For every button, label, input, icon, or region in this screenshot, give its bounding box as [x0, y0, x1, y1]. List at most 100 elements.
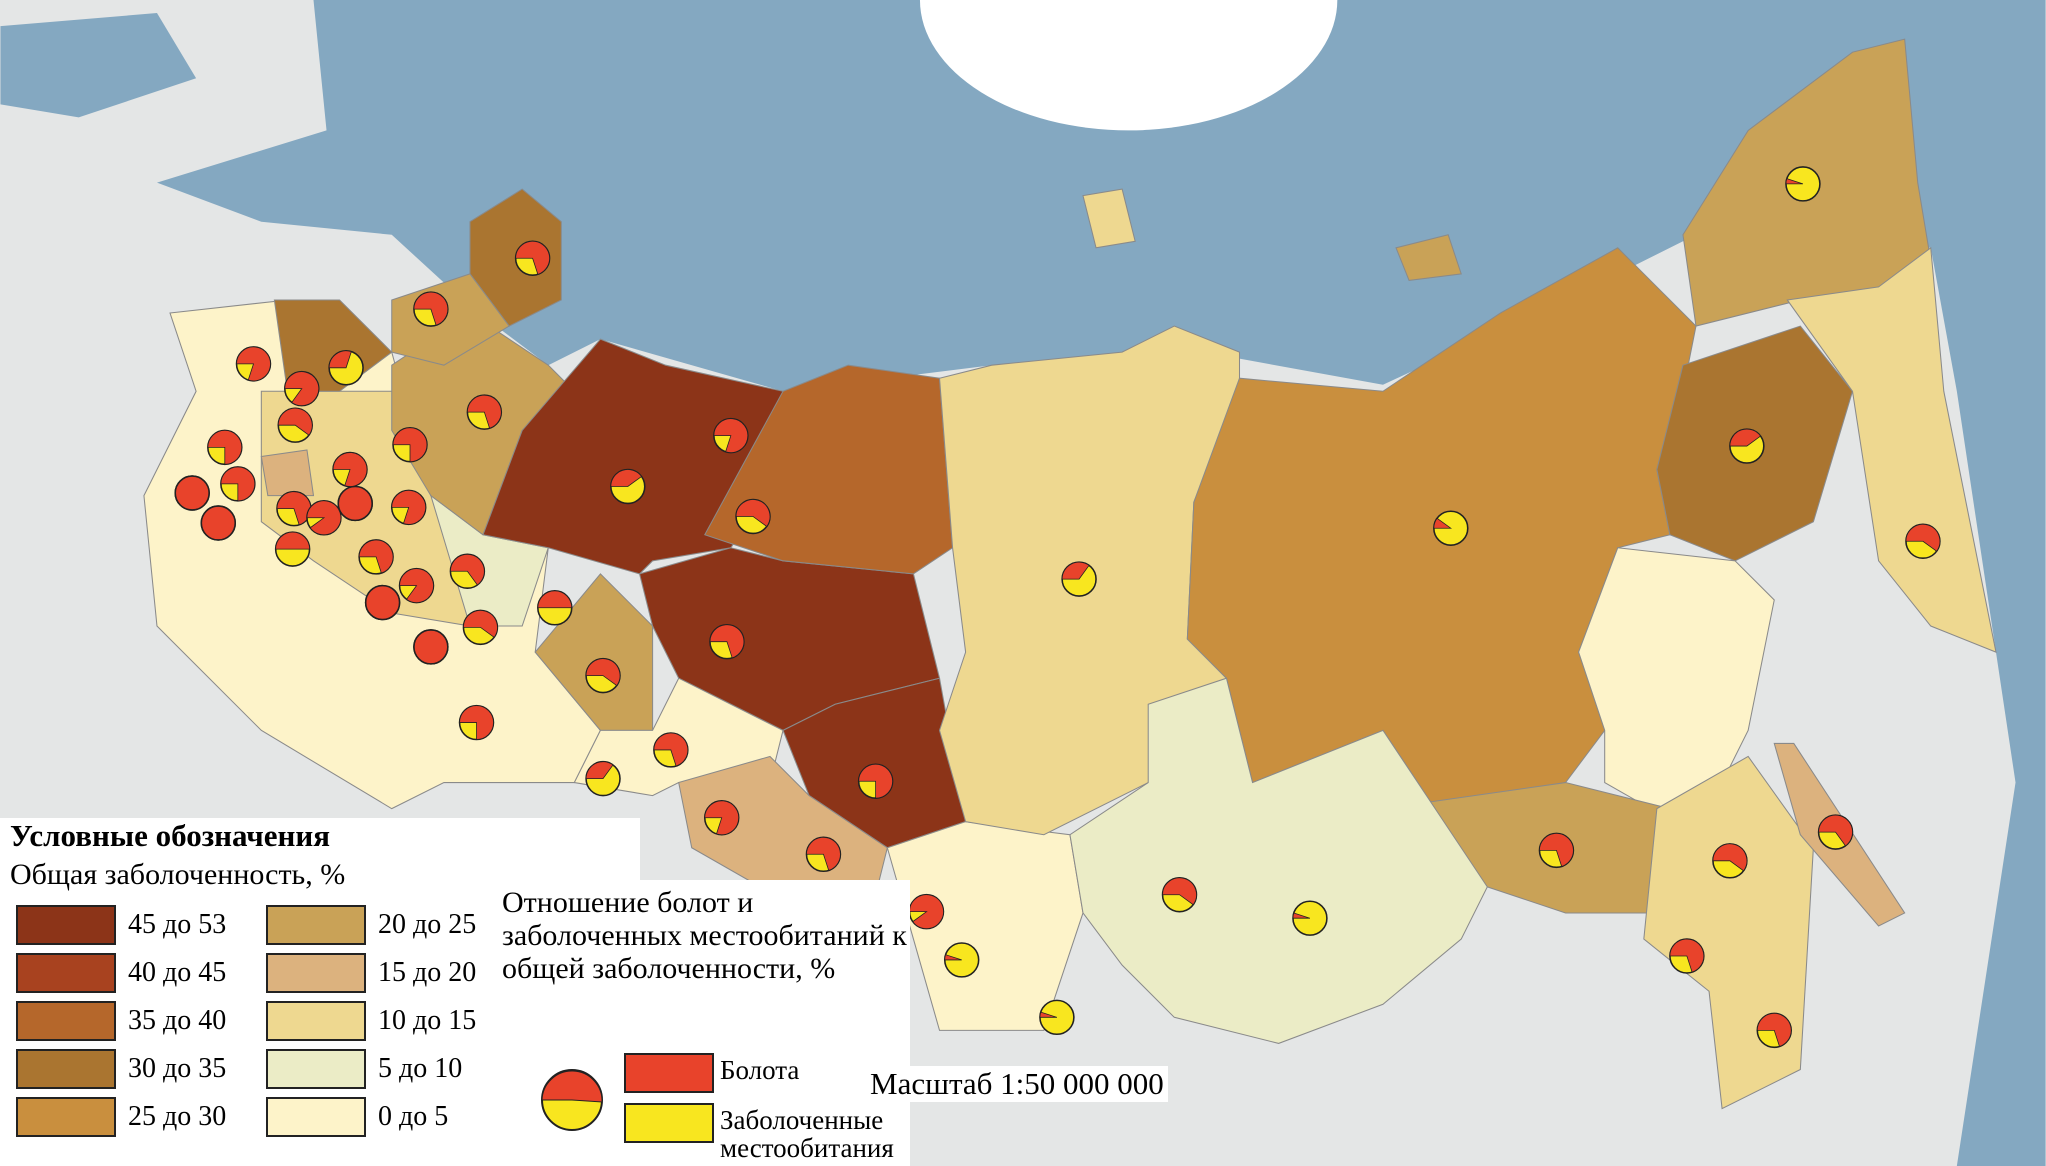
pie-bog	[207, 430, 243, 465]
pie-bog	[515, 240, 550, 275]
pie-bog	[1905, 523, 1941, 552]
pie-legend-symbol	[541, 1069, 603, 1131]
pie-bog	[735, 499, 771, 527]
pie-bog	[236, 346, 271, 382]
pie-bog	[413, 629, 449, 665]
legend-label: 45 до 53	[128, 909, 227, 940]
region	[1082, 188, 1136, 249]
pie-bog	[1756, 1013, 1792, 1047]
legend-label: 40 до 45	[128, 957, 227, 988]
pie-bog	[1039, 1011, 1058, 1018]
legend-label: 30 до 35	[128, 1053, 227, 1084]
pie-bog	[337, 485, 373, 522]
legend-class: 0 до 5	[266, 1097, 448, 1137]
pie-bog	[709, 624, 745, 659]
pie-bog	[806, 836, 841, 871]
legend-label: 25 до 30	[128, 1101, 227, 1132]
pie-bog	[358, 539, 394, 574]
pie-bog	[653, 732, 689, 767]
pie-bog	[364, 584, 401, 621]
scale: Масштаб 1:50 000 000	[866, 1066, 1168, 1102]
pie-bog	[284, 371, 320, 407]
legend-swatch	[266, 1001, 366, 1041]
legend-swatch	[266, 905, 366, 945]
pie-bog	[944, 954, 962, 961]
pie-bog	[909, 894, 944, 929]
pie-legend-label: Болота	[720, 1055, 800, 1085]
pie-bog	[466, 394, 502, 429]
pie-bog	[200, 505, 237, 541]
pie-bog	[858, 763, 893, 799]
pie-legend-title: Отношение болот и заболоченных местообит…	[502, 886, 907, 985]
pie-bog	[1669, 938, 1705, 973]
region	[1069, 677, 1488, 1044]
pie-bog	[275, 531, 310, 550]
pie-bog	[1729, 428, 1762, 447]
region	[534, 573, 654, 731]
pie-bog	[1162, 877, 1197, 906]
pie-bog	[391, 490, 426, 525]
pie-symbol-part	[541, 1070, 603, 1103]
legend-class: 25 до 30	[16, 1097, 226, 1137]
legend-swatch	[266, 1097, 366, 1137]
legend-class: 15 до 20	[266, 953, 476, 993]
pie-bog	[450, 553, 485, 586]
pie-bog	[610, 469, 643, 487]
region	[1643, 755, 1814, 1110]
pie-bog	[463, 610, 498, 638]
legend-swatch	[16, 1049, 116, 1089]
pie-bog	[306, 500, 342, 536]
region	[1786, 246, 1997, 653]
pie-bog	[174, 475, 210, 511]
pie-bog	[328, 350, 352, 369]
legend-label: 0 до 5	[378, 1101, 449, 1132]
pie-bog	[413, 291, 449, 326]
pie-legend-swatch	[624, 1103, 714, 1143]
legend-swatch	[16, 1097, 116, 1137]
legend-label: 35 до 40	[128, 1005, 227, 1036]
pie-bog	[585, 761, 614, 780]
pie-bog	[459, 705, 494, 740]
pie-bog	[399, 568, 434, 603]
legend-label: 5 до 10	[378, 1053, 463, 1084]
pie-bog	[277, 407, 313, 436]
pie-bog	[1712, 843, 1748, 872]
legend-class: 35 до 40	[16, 1001, 226, 1041]
pie-bog	[704, 800, 740, 836]
pie-bog	[392, 427, 428, 463]
pie-bog	[585, 658, 621, 687]
legend-label: 15 до 20	[378, 957, 477, 988]
legend-swatch	[16, 905, 116, 945]
legend-class: 40 до 45	[16, 953, 226, 993]
pie-bog	[1061, 561, 1090, 580]
legend-label: 10 до 15	[378, 1005, 477, 1036]
legend-swatch	[266, 953, 366, 993]
pie-legend-label: Заболоченные местообитания	[720, 1105, 894, 1163]
pie-bog	[713, 418, 749, 453]
pie-bog	[1292, 912, 1311, 919]
legend-class: 5 до 10	[266, 1049, 462, 1089]
legend-title: Условные обозначения	[10, 818, 331, 853]
legend-subtitle: Общая заболоченность, %	[10, 858, 346, 891]
polar-blank	[920, 0, 1338, 131]
legend-swatch	[16, 1001, 116, 1041]
legend-swatch	[16, 953, 116, 993]
pie-bog	[1785, 178, 1804, 185]
pie-bog	[220, 466, 256, 502]
pie-bog	[537, 590, 573, 609]
region	[1395, 234, 1462, 281]
pie-bog	[332, 452, 368, 487]
sea	[0, 13, 197, 118]
pie-bog	[1433, 517, 1452, 529]
pie-bog	[276, 491, 312, 526]
legend-class: 20 до 25	[266, 905, 476, 945]
legend-swatch	[266, 1049, 366, 1089]
pie-legend-swatch	[624, 1053, 714, 1093]
legend-label: 20 до 25	[378, 909, 477, 940]
pie-bog	[1539, 833, 1574, 867]
legend-class: 10 до 15	[266, 1001, 476, 1041]
region	[260, 449, 315, 497]
legend-class: 30 до 35	[16, 1049, 226, 1089]
